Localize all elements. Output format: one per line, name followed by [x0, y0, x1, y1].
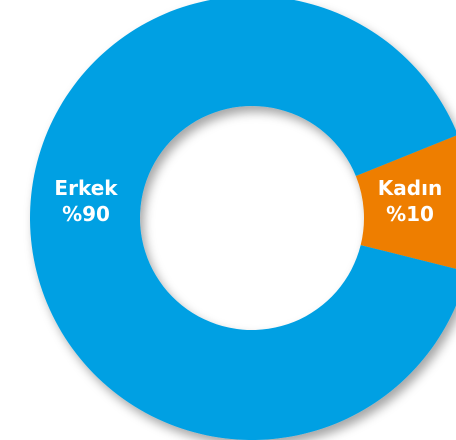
label-erkek-value: %90 — [62, 202, 110, 226]
slice-kadin — [355, 135, 456, 269]
slice-erkek — [30, 0, 456, 440]
label-kadin-category: Kadın — [378, 176, 442, 200]
slice-labels: Erkek%90 Kadın%10 — [54, 176, 442, 226]
label-kadin-value: %10 — [386, 202, 434, 226]
label-erkek-category: Erkek — [54, 176, 118, 200]
donut-slices — [30, 0, 456, 440]
